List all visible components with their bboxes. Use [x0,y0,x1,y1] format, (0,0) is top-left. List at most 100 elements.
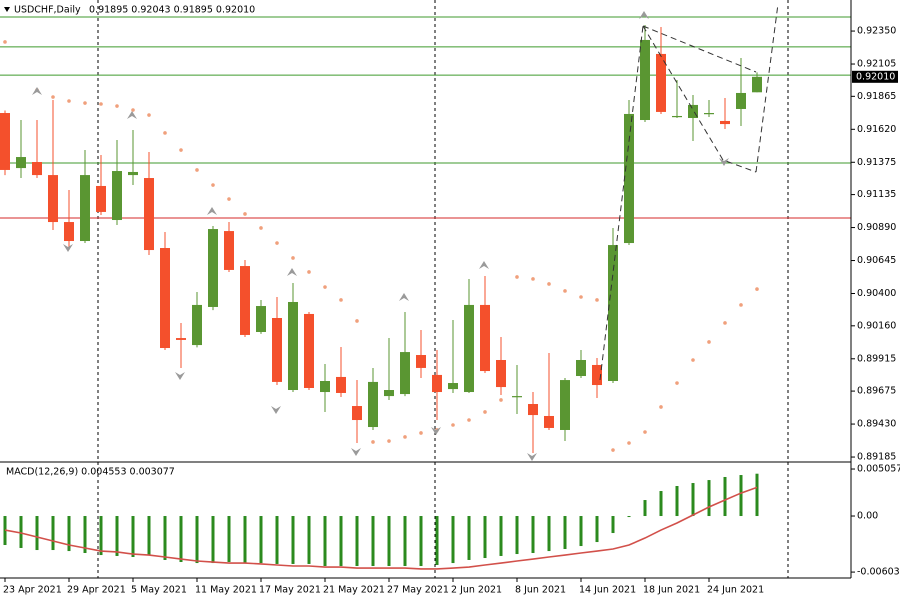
macd-bar [659,491,663,517]
macd-bar [83,516,87,554]
candle-body [0,113,10,170]
macd-bar [211,516,215,564]
candle-body [144,178,154,251]
macd-bar [115,516,119,556]
sar-dot [275,241,279,245]
sar-dot [499,398,503,402]
candle-body [16,157,26,169]
candle-body [656,53,666,112]
sar-dot [131,108,135,112]
candle-body [544,415,554,428]
sar-dot [179,148,183,152]
candle-body [96,185,106,212]
macd-bar [435,516,439,565]
sar-dot [691,358,695,362]
macd-title: MACD(12,26,9) 0.004553 0.003077 [6,467,175,478]
macd-bar [531,516,535,554]
macd-bar [339,516,343,567]
sar-dot [355,319,359,323]
fractal-up [639,11,649,19]
current-price-box [852,70,898,83]
y-tick-label: 0.91865 [857,91,896,102]
x-tick-label: 24 Jun 2021 [707,585,764,596]
macd-bar [67,516,71,552]
sar-dot [627,441,631,445]
candle-body [384,390,394,397]
sar-dot [595,298,599,302]
sar-dot [99,102,103,106]
sar-dot [579,295,583,299]
macd-bar [675,486,679,517]
sar-dot [483,410,487,414]
y-tick-label: 0.89185 [857,452,896,463]
macd-bar [419,516,423,567]
sar-dot [3,40,7,44]
x-tick-label: 5 May 2021 [131,585,187,596]
sar-dot [707,340,711,344]
macd-bar [707,480,711,517]
macd-bar [227,516,231,563]
x-tick-label: 29 Apr 2021 [67,585,126,596]
candle-body [48,175,58,223]
sar-dot [243,212,247,216]
x-tick-label: 14 Jun 2021 [579,585,636,596]
sar-dot [723,321,727,325]
menu-arrow [4,7,10,12]
ohlc-values: 0.91895 0.92043 0.91895 0.92010 [89,5,255,16]
macd-bar [275,516,279,564]
y-tick-label: 0.89915 [857,353,896,364]
candle-body [32,162,42,176]
sar-dot [611,448,615,452]
sar-dot [451,423,455,427]
fractal-up [32,87,42,95]
macd-bar [483,516,487,559]
candle-body [464,304,474,393]
sar-dot [739,303,743,307]
macd-bar [259,516,263,564]
macd-bar [355,516,359,567]
x-tick-label: 27 May 2021 [387,585,449,596]
fractal-down [63,244,73,252]
sar-dot [163,131,167,135]
candle-body [400,352,410,395]
macd-bar [99,516,103,556]
sar-dot [115,104,119,108]
trend-line [642,25,757,173]
candle-body [704,113,714,115]
macd-bar [627,516,631,518]
macd-bar [643,500,647,517]
sar-dot [467,418,471,422]
macd-bar [163,516,167,560]
candle-body [352,406,362,421]
fractal-down [175,372,185,380]
candle-body [560,380,570,430]
y-tick-label: 0.91135 [857,189,896,200]
sar-dot [147,113,151,117]
fractal-down [351,448,361,456]
trend-line [642,25,757,73]
fractal-up [287,268,297,276]
macd-bar [579,516,583,547]
current-price-label: 0.92010 [856,71,895,82]
candle-body [80,175,90,242]
x-tick-label: 11 May 2021 [195,585,257,596]
macd-bar [451,516,455,564]
sar-dot [323,285,327,289]
fractal-down [719,158,729,166]
y-tick-label: 0.89430 [857,419,896,430]
candle-body [592,364,602,386]
macd-bar [499,516,503,556]
x-tick-label: 17 May 2021 [259,585,321,596]
candle-body [240,266,250,335]
sar-dot [659,405,663,409]
macd-bar [323,516,327,567]
sar-dot [755,287,759,291]
candle-body [432,374,442,393]
candle-body [608,245,618,381]
candle-body [176,338,186,340]
macd-bar [147,516,151,556]
x-tick-label: 23 Apr 2021 [3,585,62,596]
symbol-title: USDCHF,Daily [14,5,81,16]
